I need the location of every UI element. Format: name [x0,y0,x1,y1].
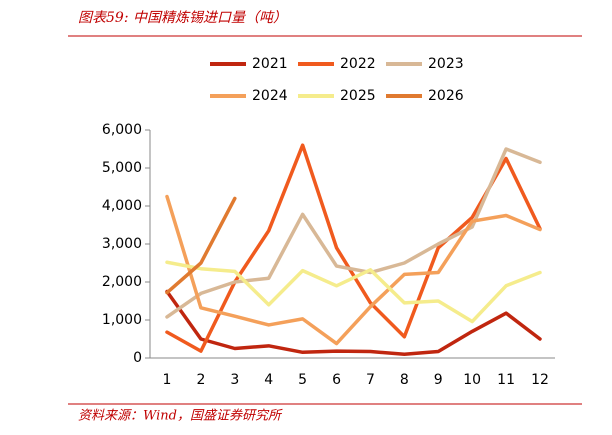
legend-label: 2026 [428,88,464,104]
series-line [165,194,542,346]
y-tick-label: 6,000 [102,122,142,138]
x-tick-label: 1 [163,372,172,388]
x-tick-label: 11 [497,372,515,388]
source: 资料来源：Wind，国盛证券研究所 [78,408,283,424]
x-tick-label: 6 [332,372,341,388]
y-tick-label: 4,000 [102,198,142,214]
y-tick-label: 3,000 [102,236,142,252]
x-tick-label: 4 [264,372,273,388]
series-line [165,260,542,324]
x-tick-label: 12 [531,372,549,388]
series-line [165,143,542,353]
x-tick-label: 5 [298,372,307,388]
x-tick-label: 3 [230,372,239,388]
x-tick-label: 10 [463,372,481,388]
y-tick-label: 2,000 [102,274,142,290]
series-line [165,289,542,356]
legend-label: 2023 [428,56,464,72]
y-tick-label: 5,000 [102,160,142,176]
x-tick-label: 9 [434,372,443,388]
y-tick-label: 0 [133,350,142,366]
chart-title: 图表59: 中国精炼锡进口量（吨） [78,10,287,26]
legend-label: 2022 [340,56,376,72]
series-line [165,196,237,295]
x-tick-label: 7 [366,372,375,388]
series-line [165,147,542,319]
x-tick-label: 8 [400,372,409,388]
y-tick-label: 1,000 [102,312,142,328]
legend-label: 2024 [252,88,288,104]
legend-label: 2021 [252,56,288,72]
x-tick-label: 2 [196,372,205,388]
legend-label: 2025 [340,88,376,104]
